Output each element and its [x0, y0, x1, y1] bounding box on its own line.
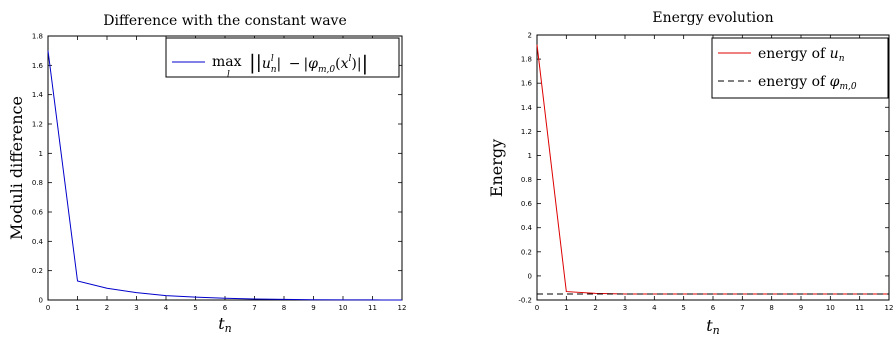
x-tick-label: 3	[623, 304, 627, 312]
chart-title: Energy evolution	[652, 10, 773, 26]
x-axis-label: tn	[218, 314, 232, 335]
x-tick-label: 2	[593, 304, 597, 312]
x-tick-label: 12	[885, 304, 893, 312]
legend-subscript-l: l	[227, 70, 230, 80]
x-tick-label: 5	[193, 304, 197, 312]
legend-label-series-1: max ||ul n| − |φm,0(xl)||	[212, 50, 368, 76]
series-line-1	[47, 50, 403, 301]
y-tick-label: 0.4	[32, 238, 44, 246]
x-tick-label: 11	[855, 304, 864, 312]
x-tick-label: 8	[769, 304, 773, 312]
x-tick-label: 11	[368, 304, 377, 312]
y-tick-label: 0.6	[521, 200, 533, 208]
x-tick-label: 0	[535, 304, 539, 312]
legend: max ||ul n| − |φm,0(xl)|| l	[165, 37, 400, 80]
x-tick-label: 10	[826, 304, 835, 312]
y-tick-label: 1.4	[521, 104, 533, 112]
x-tick-label: 10	[339, 304, 348, 312]
x-tick-label: 9	[799, 304, 803, 312]
y-tick-label: 1.6	[521, 80, 533, 88]
y-tick-label: 0.4	[521, 224, 533, 232]
y-tick-label: 0.6	[32, 209, 44, 217]
y-axis-label: Energy	[487, 139, 506, 197]
legend-label-energy-u: energy of un	[758, 46, 845, 64]
legend-box	[711, 37, 889, 99]
x-tick-label: 4	[164, 304, 169, 312]
x-tick-label: 3	[134, 304, 138, 312]
y-tick-label: 2	[528, 32, 532, 40]
legend-box	[165, 37, 400, 78]
x-tick-label: 4	[652, 304, 657, 312]
y-tick-label: 0.8	[32, 179, 43, 187]
legend: energy of un energy of φm,0	[711, 37, 889, 99]
x-tick-label: 7	[252, 304, 256, 312]
y-tick-label: 1.6	[32, 62, 44, 70]
energy-evolution-chart: Energy evolution 0 1 2 3 4 5 6 7 8 9 10 11 12-0.200.…	[487, 10, 893, 337]
x-tick-label: 5	[681, 304, 685, 312]
y-tick-label: 0	[528, 272, 532, 280]
y-tick-label: -0.2	[518, 297, 532, 305]
y-tick-label: 0	[39, 297, 43, 305]
x-tick-label: 7	[740, 304, 744, 312]
x-tick-label: 12	[398, 304, 407, 312]
x-tick-label: 2	[105, 304, 109, 312]
x-tick-label: 6	[711, 304, 716, 312]
y-tick-label: 1.8	[32, 33, 43, 41]
x-tick-label: 1	[75, 304, 79, 312]
x-axis-label: tn	[706, 316, 720, 337]
y-tick-label: 0.2	[521, 248, 532, 256]
y-tick-label: 1.8	[521, 56, 532, 64]
y-tick-label: 0.2	[32, 267, 43, 275]
y-tick-label: 1	[39, 150, 43, 158]
x-tick-label: 8	[282, 304, 286, 312]
y-tick-label: 1.4	[32, 91, 44, 99]
x-tick-label: 0	[46, 304, 50, 312]
x-tick-label: 6	[223, 304, 228, 312]
x-tick-label: 9	[311, 304, 315, 312]
chart-title: Difference with the constant wave	[103, 13, 347, 29]
y-tick-label: 1.2	[32, 121, 43, 129]
y-axis-label: Moduli difference	[7, 96, 26, 240]
y-tick-label: 1.2	[521, 128, 532, 136]
x-tick-label: 1	[564, 304, 568, 312]
y-tick-label: 1	[528, 152, 532, 160]
legend-label-energy-phi: energy of φm,0	[758, 74, 857, 92]
y-tick-label: 0.8	[521, 176, 532, 184]
